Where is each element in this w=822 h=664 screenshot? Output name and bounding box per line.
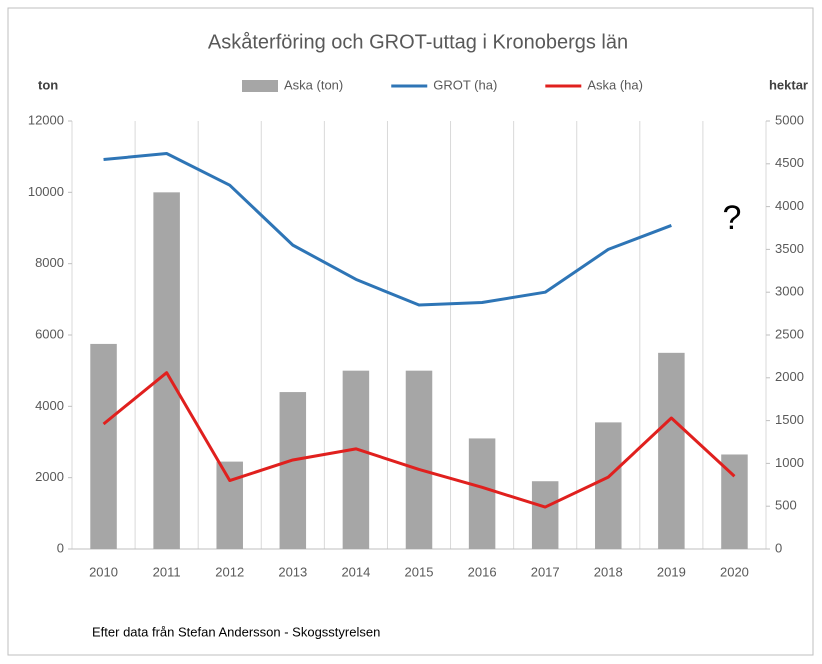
- legend-label: GROT (ha): [433, 77, 497, 92]
- line: [103, 152, 672, 307]
- y-tick-label: 4000: [35, 398, 64, 413]
- y2-tick-label: 5000: [775, 112, 804, 127]
- y-tick-label: 10000: [28, 184, 64, 199]
- y2-tick-label: 4000: [775, 198, 804, 213]
- x-tick-label: 2011: [153, 564, 181, 579]
- y-tick-label: 12000: [28, 112, 64, 127]
- y-tick-label: 0: [57, 540, 64, 555]
- line: [102, 371, 736, 509]
- legend-label: Aska (ton): [284, 77, 343, 92]
- x-tick-label: 2014: [341, 564, 370, 579]
- x-tick-label: 2015: [405, 564, 434, 579]
- x-tick-label: 2012: [215, 564, 244, 579]
- chart-border: [7, 7, 814, 656]
- y2-tick-label: 1000: [775, 455, 804, 470]
- bar: [721, 454, 748, 549]
- y-tick-label: 6000: [35, 326, 64, 341]
- y2-tick-label: 500: [775, 498, 797, 513]
- bar: [153, 192, 180, 550]
- y-axis-label: ton: [38, 77, 58, 92]
- chart-title: Askåterföring och GROT-uttag i Kronoberg…: [208, 31, 628, 53]
- y2-tick-label: 2000: [775, 369, 804, 384]
- bar: [595, 422, 622, 549]
- y2-tick-label: 2500: [775, 326, 804, 341]
- legend-swatch: [242, 80, 278, 92]
- x-tick-label: 2016: [468, 564, 497, 579]
- annotation: ?: [723, 199, 742, 237]
- bar: [279, 392, 307, 549]
- x-tick-label: 2010: [89, 564, 118, 579]
- x-tick-label: 2018: [594, 564, 623, 579]
- legend-label: Aska (ha): [587, 77, 643, 92]
- bar: [90, 343, 117, 549]
- y2-tick-label: 0: [775, 540, 782, 555]
- x-tick-label: 2017: [531, 564, 560, 579]
- y2-tick-label: 3500: [775, 241, 804, 256]
- y-tick-label: 8000: [35, 255, 64, 270]
- y2-tick-label: 4500: [775, 155, 804, 170]
- y-tick-label: 2000: [35, 469, 64, 484]
- x-tick-label: 2019: [657, 564, 686, 579]
- y2-axis-label: hektar: [769, 77, 808, 92]
- source-note: Efter data från Stefan Andersson - Skogs…: [92, 624, 380, 639]
- bar: [468, 438, 496, 549]
- y2-tick-label: 3000: [775, 284, 804, 299]
- bar: [405, 370, 433, 549]
- bar: [216, 461, 243, 549]
- x-tick-label: 2013: [278, 564, 307, 579]
- bar: [658, 352, 685, 549]
- y2-tick-label: 1500: [775, 412, 804, 427]
- bar: [531, 481, 559, 549]
- x-tick-label: 2020: [720, 564, 749, 579]
- bar: [342, 370, 370, 549]
